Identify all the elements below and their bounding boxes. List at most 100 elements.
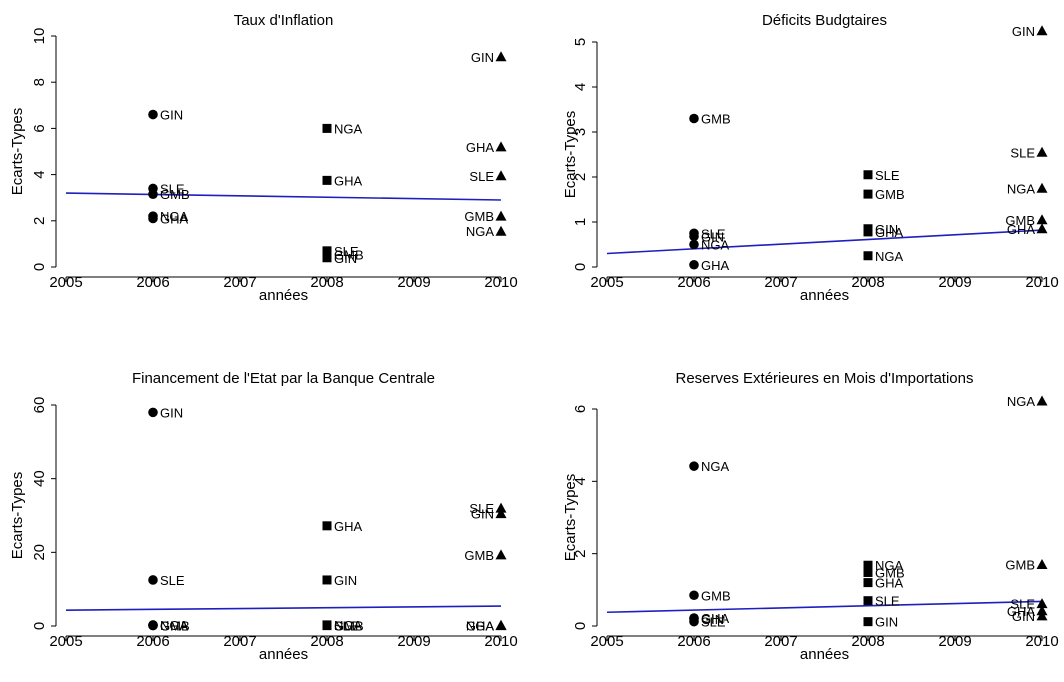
y-tick-label: 8	[31, 78, 48, 86]
data-point-label: SLE	[1010, 597, 1035, 612]
data-point-square	[863, 170, 873, 180]
x-axis-label: années	[259, 646, 308, 663]
data-point-square	[322, 575, 332, 585]
data-point-label: SLE	[469, 501, 494, 516]
data-point-triangle	[495, 549, 507, 560]
data-point-triangle	[1036, 598, 1048, 609]
trend-line	[606, 600, 1043, 614]
x-tick-label: 2006	[136, 274, 169, 291]
data-point-label: GIN	[875, 222, 898, 237]
x-tick-label: 2008	[851, 633, 884, 650]
x-tick-label: 2009	[397, 633, 430, 650]
data-point-label: GMB	[160, 619, 190, 634]
y-tick-label: 3	[572, 128, 589, 136]
y-tick-label: 1	[572, 218, 589, 226]
data-point-square	[863, 227, 873, 237]
data-point-label: NGA	[466, 618, 495, 633]
x-tick-label: 2010	[1025, 633, 1058, 650]
data-point-label: SLE	[334, 618, 359, 633]
data-point-label: GHA	[1007, 604, 1036, 619]
x-tick-label: 2009	[397, 274, 430, 291]
data-point-triangle	[1036, 395, 1048, 406]
data-point-label: GHA	[466, 140, 495, 155]
data-point-label: NGA	[701, 238, 730, 253]
data-point-label: SLE	[160, 573, 185, 588]
x-tick-label: 2006	[136, 633, 169, 650]
data-point-triangle	[495, 225, 507, 236]
y-tick-label: 4	[572, 477, 589, 485]
data-point-circle	[689, 590, 699, 601]
data-point-triangle	[495, 170, 507, 181]
y-tick-label: 2	[572, 549, 589, 557]
x-tick-label: 2007	[223, 633, 256, 650]
y-tick-label: 0	[572, 263, 589, 271]
data-point-triangle	[1036, 214, 1048, 225]
data-point-label: GMB	[464, 209, 494, 224]
data-point-triangle	[1036, 605, 1048, 616]
y-tick-label: 20	[31, 544, 48, 561]
data-point-label: GIN	[875, 615, 898, 630]
data-point-label: GIN	[1012, 24, 1035, 39]
data-point-label: GIN	[160, 405, 183, 420]
data-point-label: GHA	[701, 611, 730, 626]
x-tick-label: 2005	[590, 633, 623, 650]
x-tick-label: 2009	[938, 633, 971, 650]
y-tick-label: 2	[31, 217, 48, 225]
x-axis-label: années	[800, 287, 849, 304]
y-axis-label: Ecarts-Types	[562, 474, 579, 562]
data-point-label: GMB	[875, 565, 905, 580]
data-point-label: NGA	[875, 249, 904, 264]
data-point-circle	[148, 620, 158, 631]
y-tick-label: 4	[31, 170, 48, 178]
trend-line	[606, 229, 1043, 255]
data-point-triangle	[495, 51, 507, 62]
y-tick-label: 4	[572, 83, 589, 91]
data-point-circle	[148, 213, 158, 224]
data-point-square	[322, 521, 332, 531]
data-point-square	[322, 175, 332, 185]
y-tick-label: 0	[572, 622, 589, 630]
y-tick-label: 2	[572, 173, 589, 181]
x-axis-label: années	[259, 287, 308, 304]
chart-panel-2: Déficits Budgtaires 2005 2006 2007 2008 2009 2…	[562, 12, 1059, 304]
data-point-label: GMB	[464, 548, 494, 563]
data-point-label: SLE	[701, 226, 726, 241]
data-point-label: GHA	[1007, 222, 1036, 237]
data-point-square	[863, 251, 873, 261]
data-point-circle	[689, 616, 699, 627]
chart-title: Financement de l'Etat par la Banque Cent…	[132, 370, 435, 387]
y-tick-label: 0	[31, 622, 48, 630]
data-point-label: SLE	[875, 594, 900, 609]
x-tick-label: 2008	[310, 274, 343, 291]
x-tick-label: 2006	[677, 633, 710, 650]
data-point-label: GHA	[334, 173, 363, 188]
data-point-label: GIN	[701, 612, 724, 627]
x-tick-label: 2005	[49, 274, 82, 291]
data-point-label: SLE	[1010, 145, 1035, 160]
data-point-label: NGA	[701, 459, 730, 474]
data-point-label: GHA	[875, 225, 904, 240]
data-point-label: GMB	[875, 187, 905, 202]
data-point-square	[863, 596, 873, 606]
data-point-label: SLE	[701, 615, 726, 630]
data-point-label: GMB	[334, 247, 364, 262]
data-point-label: NGA	[1007, 181, 1036, 196]
x-tick-label: 2008	[851, 274, 884, 291]
data-point-label: GIN	[471, 507, 494, 522]
data-point-triangle	[495, 508, 507, 519]
data-point-triangle	[495, 502, 507, 513]
data-point-label: GIN	[471, 50, 494, 65]
data-point-circle	[148, 575, 158, 585]
data-point-label: GHA	[334, 519, 363, 534]
data-point-label: NGA	[334, 121, 363, 136]
data-point-triangle	[495, 141, 507, 152]
data-point-circle	[148, 407, 158, 418]
data-point-label: GIN	[160, 108, 183, 123]
data-point-triangle	[1036, 559, 1048, 570]
data-point-square	[322, 621, 332, 631]
data-point-square	[863, 617, 873, 627]
data-point-label: GIN	[334, 251, 357, 266]
data-point-label: NGA	[160, 209, 189, 224]
chart-panel-4: Reserves Extérieures en Mois d'Importati…	[562, 370, 1059, 663]
